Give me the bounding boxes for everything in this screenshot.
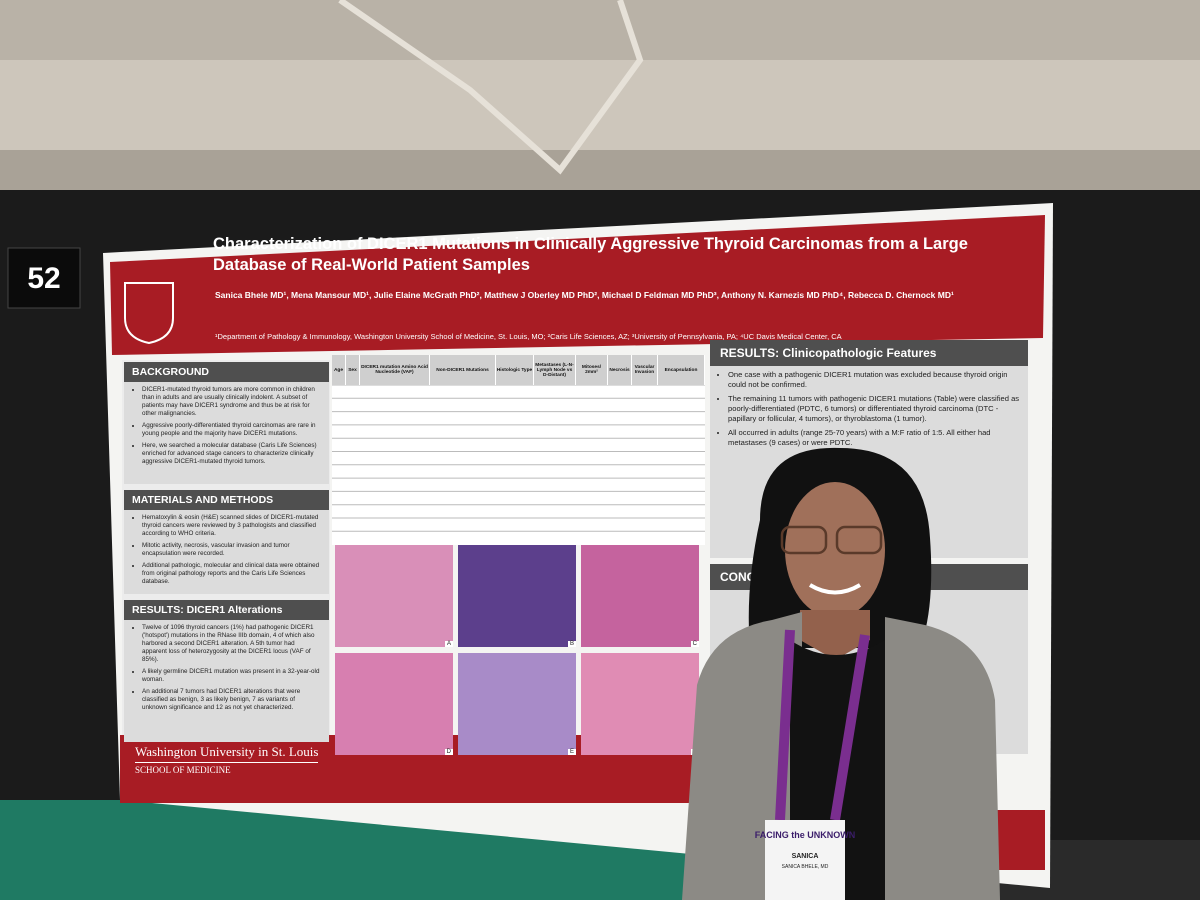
bullet: Aggressive poorly-differentiated thyroid… (142, 422, 321, 438)
table-header-cell: Non-DICER1 Mutations (430, 355, 496, 385)
bullet: DICER1-mutated thyroid tumors are more c… (142, 386, 321, 418)
panel-letter: E (567, 749, 576, 755)
bullet: Twelve of 1096 thyroid cancers (1%) had … (142, 624, 321, 664)
ceiling-lower (0, 150, 1200, 195)
board-number-box (7, 247, 81, 309)
bullet: Here, we searched a molecular database (… (142, 442, 321, 466)
section: CONC (710, 564, 1028, 754)
footer-university: Washington University in St. Louis (135, 744, 319, 759)
crest (124, 282, 174, 345)
panel-letter: B (567, 641, 576, 647)
histology-panel: E (458, 653, 576, 755)
section: RESULTS: Clinicopathologic Features One c… (710, 340, 1028, 558)
section-bullets: Hematoxylin & eosin (H&E) scanned slides… (124, 510, 329, 594)
section-bullets: Twelve of 1096 thyroid cancers (1%) had … (124, 620, 329, 720)
table-header-cell: Sex (346, 355, 360, 385)
poster-header (110, 215, 1045, 355)
panel-letter: A (444, 641, 453, 647)
bullet: A likely germline DICER1 mutation was pr… (142, 668, 321, 684)
bullet: Mitotic activity, necrosis, vascular inv… (142, 542, 321, 558)
figure: A B C D E F (335, 545, 705, 763)
panel-letter: F (691, 749, 699, 755)
section: RESULTS: DICER1 Alterations Twelve of 109… (124, 600, 329, 742)
section-heading: RESULTS: DICER1 Alterations (124, 600, 329, 620)
table-header-cell: Necrosis (608, 355, 632, 385)
footer: Washington University in St. Louis SCHOO… (135, 744, 319, 775)
histology-panel: F (581, 653, 699, 755)
histology-panel: C (581, 545, 699, 647)
bullet: An additional 7 tumors had DICER1 altera… (142, 688, 321, 712)
poster-authors: Sanica Bhele MD¹, Mena Mansour MD¹, Juli… (215, 290, 954, 300)
table-rows (332, 384, 705, 532)
bullet: Additional pathologic, molecular and cli… (142, 562, 321, 586)
table-header-cell: Metastases (L-N-Lymph Node vs D-Distant) (534, 355, 576, 385)
ceiling-beam (0, 0, 1200, 60)
table-header-cell: Mitoses/ 2mm² (576, 355, 608, 385)
panel-letter: D (444, 749, 453, 755)
bullet: All occurred in adults (range 25-70 year… (728, 428, 1020, 448)
table-header-cell: Age (332, 355, 346, 385)
section-bullets: DICER1-mutated thyroid tumors are more c… (124, 382, 329, 474)
histology-panel: D (335, 653, 453, 755)
section: MATERIALS AND METHODS Hematoxylin & eosin… (124, 490, 329, 594)
truss (338, 0, 644, 175)
poster-title: Characterization of DICER1 Mutations in … (213, 235, 968, 274)
section: BACKGROUND DICER1-mutated thyroid tumors … (124, 362, 329, 484)
section-bullets: One case with a pathogenic DICER1 mutati… (710, 366, 1028, 456)
histology-panel: A (335, 545, 453, 647)
table-header-cell: DICER1 mutation Amino Acid Nucleotide (V… (360, 355, 430, 385)
section-bullets (710, 590, 1028, 598)
table-bg (332, 355, 705, 545)
board-number: 52 (27, 262, 60, 295)
footer-school: SCHOOL OF MEDICINE (135, 762, 319, 775)
table-header: Age Sex DICER1 mutation Amino Acid Nucleot… (332, 355, 705, 385)
bullet: One case with a pathogenic DICER1 mutati… (728, 370, 1020, 390)
table-header-cell: Histologic Type (496, 355, 534, 385)
bullet: The remaining 11 tumors with pathogenic … (728, 394, 1020, 424)
footer-right (995, 810, 1045, 870)
section-heading: MATERIALS AND METHODS (124, 490, 329, 510)
poster-affiliations: ¹Department of Pathology & Immunology, W… (215, 332, 842, 341)
table-header-cell: Vascular Invasion (632, 355, 658, 385)
section-heading: BACKGROUND (124, 362, 329, 382)
table-header-cell: Encapsulation (658, 355, 705, 385)
panel-letter: C (690, 641, 699, 647)
left-column-text: BACKGROUND DICER1-mutated thyroid tumors … (124, 362, 329, 748)
histology-panel: B (458, 545, 576, 647)
bullet: Hematoxylin & eosin (H&E) scanned slides… (142, 514, 321, 538)
right-column-text: RESULTS: Clinicopathologic Features One c… (710, 340, 1028, 760)
section-heading: CONC (710, 564, 1028, 590)
section-heading: RESULTS: Clinicopathologic Features (710, 340, 1028, 366)
